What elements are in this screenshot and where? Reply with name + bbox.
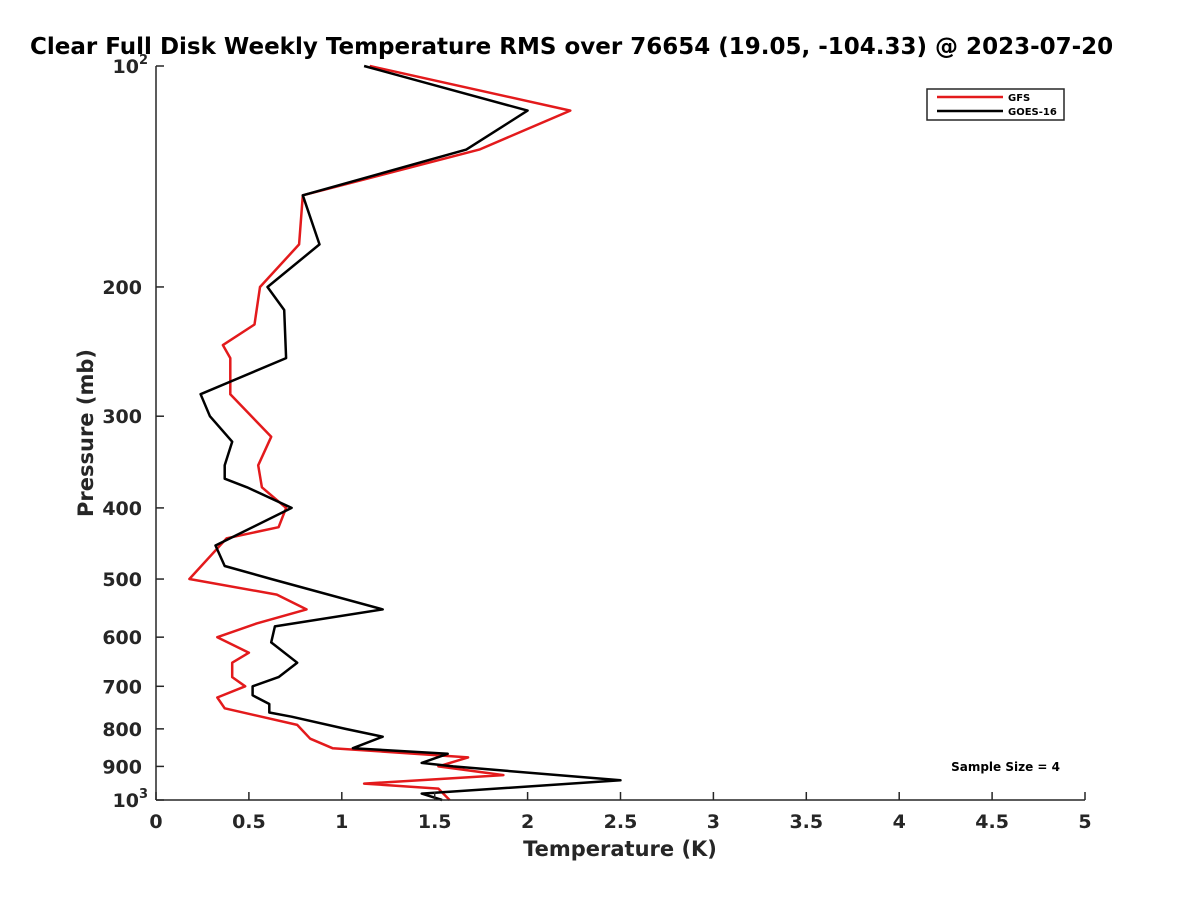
y-tick-label: 400 — [102, 498, 142, 520]
x-tick-label: 2 — [521, 811, 534, 833]
plot-area — [188, 64, 622, 802]
legend-box — [926, 88, 1065, 121]
x-ticks: 0 0.5 1 1.5 2 2.5 3 3.5 4 4.5 5 — [149, 792, 1092, 833]
x-tick-label: 3.5 — [789, 811, 823, 833]
x-tick-label: 1 — [335, 811, 348, 833]
y-tick-label: 700 — [102, 676, 142, 698]
x-tick-label: 1.5 — [418, 811, 452, 833]
x-tick-label: 2.5 — [604, 811, 638, 833]
series-line-goes-16 — [199, 64, 622, 802]
axes — [155, 66, 1085, 801]
y-tick-label: 102 — [113, 53, 149, 78]
y-tick-label: 600 — [102, 627, 142, 649]
x-tick-label: 3 — [707, 811, 720, 833]
legend-label: GFS — [1008, 93, 1030, 104]
x-tick-label: 4.5 — [975, 811, 1009, 833]
y-tick-label: 500 — [102, 569, 142, 591]
y-tick-label: 300 — [102, 406, 142, 428]
x-tick-label: 4 — [893, 811, 906, 833]
y-axis-label: Pressure (mb) — [74, 349, 98, 517]
x-tick-label: 0.5 — [232, 811, 266, 833]
y-tick-label: 900 — [102, 756, 142, 778]
legend: GFS GOES-16 — [926, 88, 1065, 121]
chart-title: Clear Full Disk Weekly Temperature RMS o… — [30, 34, 1113, 60]
y-tick-label: 800 — [102, 719, 142, 741]
y-ticks: 102 200 300 400 500 600 700 800 900 103 — [102, 53, 164, 812]
x-tick-label: 5 — [1078, 811, 1091, 833]
series-line-gfs — [188, 64, 572, 801]
y-tick-label: 200 — [102, 277, 142, 299]
x-axis-label: Temperature (K) — [523, 837, 717, 861]
y-tick-label: 103 — [113, 787, 149, 812]
sample-size-annotation: Sample Size = 4 — [951, 760, 1060, 774]
x-tick-label: 0 — [149, 811, 162, 833]
legend-label: GOES-16 — [1008, 107, 1057, 118]
